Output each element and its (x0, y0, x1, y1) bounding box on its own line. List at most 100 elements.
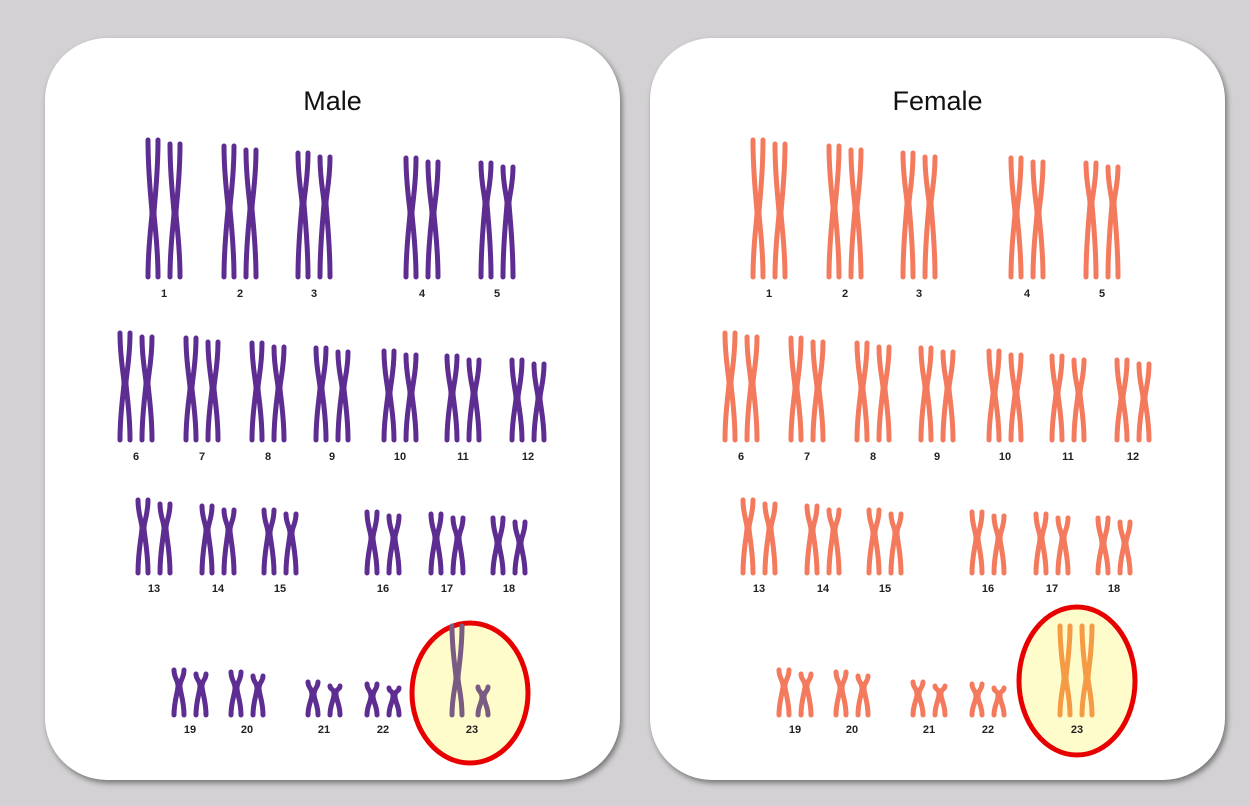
chromosome-label: 23 (466, 724, 478, 736)
chromatid (255, 340, 265, 443)
chromosome-pair-5: 5 (1083, 160, 1121, 300)
chromatid (434, 511, 444, 576)
panel-title: Female (892, 86, 983, 116)
chromosome-pair-15: 15 (261, 507, 299, 595)
chromatid (804, 671, 814, 718)
chromatid (227, 507, 237, 576)
chromatid (1014, 352, 1024, 443)
chromosome-pair-2: 2 (221, 143, 259, 300)
chromosome-pair-13: 13 (740, 497, 778, 595)
chromatid (425, 159, 435, 280)
chromosome-pair-5: 5 (478, 160, 516, 300)
highlight-circle (409, 620, 531, 766)
chromosome-label: 22 (982, 724, 994, 736)
chromatid (117, 330, 127, 443)
chromatid (932, 683, 942, 718)
chromosome-pair-10: 10 (986, 348, 1024, 463)
chromatid (289, 511, 299, 576)
chromatid (267, 507, 277, 576)
chromatid (854, 147, 864, 280)
chromosome-label: 5 (494, 288, 500, 300)
chromosome-pair-4: 4 (1008, 155, 1046, 300)
chromosome-pair-14: 14 (199, 503, 237, 595)
chromatid (1085, 623, 1095, 718)
chromatid (975, 681, 985, 718)
chromatid (163, 501, 173, 576)
chromatid (924, 345, 934, 443)
chromatid (1120, 357, 1130, 443)
chromosome-label: 16 (982, 583, 994, 595)
chromatid (205, 339, 215, 443)
chromatid (1083, 160, 1093, 280)
chromosome-pair-4: 4 (403, 155, 441, 300)
chromatid (1055, 353, 1065, 443)
chromosome-pair-12: 12 (509, 357, 547, 463)
chromatid (969, 681, 979, 718)
chromosome-label: 6 (133, 451, 139, 463)
chromatid (189, 335, 199, 443)
chromosome-label: 10 (394, 451, 406, 463)
chromatid (794, 335, 804, 443)
male-karyotype-panel: Male 1 2 3 4 5 6 7 8 9 10 11 12 13 14 15 16 17 18 19 20 21 22… (45, 38, 620, 780)
chromatid (1049, 353, 1059, 443)
chromatid (472, 357, 482, 443)
chromosome-label: 19 (789, 724, 801, 736)
chromatid (916, 679, 926, 718)
chromosome-label: 20 (846, 724, 858, 736)
chromosome-label: 21 (923, 724, 935, 736)
chromatid (249, 340, 259, 443)
chromatid (403, 155, 413, 280)
chromatid (833, 669, 843, 718)
chromatid (798, 671, 808, 718)
chromatid (277, 344, 287, 443)
chromatid (1033, 511, 1043, 576)
chromosome-pair-11: 11 (444, 353, 482, 463)
chromatid (403, 352, 413, 443)
chromatid (199, 503, 209, 576)
chromosome-pair-16: 16 (364, 509, 402, 595)
panel-title: Male (303, 86, 362, 116)
chromosome-pair-1: 1 (145, 137, 183, 300)
chromatid (335, 349, 345, 443)
chromatid (1014, 155, 1024, 280)
chromatid (228, 669, 238, 718)
chromatid (1114, 357, 1124, 443)
chromatid (199, 671, 209, 718)
chromosome-label: 2 (237, 288, 243, 300)
chromatid (826, 143, 836, 280)
chromatid (261, 507, 271, 576)
chromatid (1105, 164, 1115, 280)
chromosome-pair-21: 21 (305, 679, 343, 736)
chromosome-label: 11 (457, 451, 469, 463)
chromosome-label: 3 (311, 288, 317, 300)
chromatid (1117, 519, 1127, 576)
chromatid (211, 339, 221, 443)
chromatid (1061, 515, 1071, 576)
chromatid (151, 137, 161, 280)
chromatid (370, 681, 380, 718)
chromatid (816, 339, 826, 443)
chromatid (854, 340, 864, 443)
chromatid (1136, 361, 1146, 443)
chromosome-pair-12: 12 (1114, 357, 1152, 463)
chromosome-pair-22: 22 (364, 681, 402, 736)
chromatid (900, 150, 910, 280)
chromatid (918, 345, 928, 443)
chromosome-pair-8: 8 (854, 340, 892, 463)
chromatid (776, 667, 786, 718)
chromosome-pair-18: 18 (1095, 515, 1133, 595)
chromatid (518, 519, 528, 576)
chromosome-label: 8 (265, 451, 271, 463)
chromatid (141, 497, 151, 576)
chromosome-pair-9: 9 (313, 345, 351, 463)
chromatid (456, 515, 466, 576)
chromosome-pair-2: 2 (826, 143, 864, 300)
chromatid (227, 143, 237, 280)
chromatid (969, 509, 979, 576)
chromatid (866, 507, 876, 576)
chromosome-pair-6: 6 (722, 330, 760, 463)
female-karyotype-panel: Female 1 2 3 4 5 6 7 8 9 10 11 12 13 14 15 16 17 18 19 20 21… (650, 38, 1225, 780)
chromatid (364, 681, 374, 718)
chromatid (997, 685, 1007, 718)
